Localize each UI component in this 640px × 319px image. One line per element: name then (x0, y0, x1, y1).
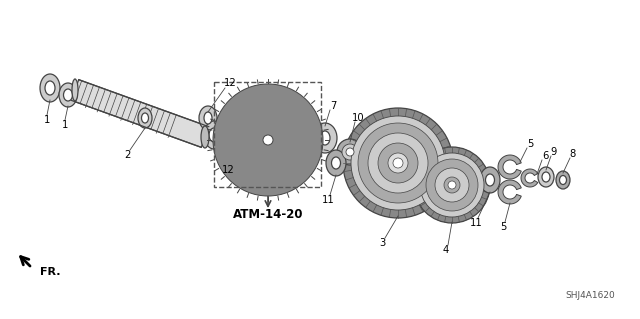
Ellipse shape (313, 123, 337, 153)
Text: 11: 11 (470, 218, 483, 228)
Ellipse shape (426, 159, 478, 211)
Ellipse shape (234, 105, 302, 175)
Polygon shape (71, 80, 209, 147)
Ellipse shape (220, 91, 316, 189)
Ellipse shape (326, 150, 346, 176)
Text: 1: 1 (44, 115, 50, 125)
Ellipse shape (59, 83, 77, 107)
Ellipse shape (199, 106, 217, 130)
Ellipse shape (480, 167, 500, 193)
Ellipse shape (40, 74, 60, 102)
Ellipse shape (346, 148, 354, 156)
Polygon shape (498, 155, 521, 179)
Ellipse shape (201, 126, 209, 148)
Text: SHJ4A1620: SHJ4A1620 (565, 291, 615, 300)
Ellipse shape (63, 89, 72, 101)
Ellipse shape (542, 172, 550, 182)
Ellipse shape (420, 153, 484, 217)
Ellipse shape (343, 108, 453, 218)
Ellipse shape (444, 177, 460, 193)
Text: 3: 3 (379, 238, 385, 248)
Ellipse shape (486, 174, 495, 186)
Text: ATM-14-20: ATM-14-20 (233, 209, 303, 221)
Text: 6: 6 (542, 151, 548, 161)
Text: 10: 10 (352, 113, 364, 123)
Text: 11: 11 (322, 195, 334, 205)
Polygon shape (521, 169, 538, 187)
Ellipse shape (45, 81, 55, 95)
Ellipse shape (248, 119, 288, 161)
Ellipse shape (255, 126, 281, 154)
Ellipse shape (337, 139, 363, 165)
Ellipse shape (241, 112, 295, 168)
Ellipse shape (342, 144, 358, 160)
Ellipse shape (368, 133, 428, 193)
Ellipse shape (227, 98, 309, 182)
Ellipse shape (72, 79, 78, 101)
Ellipse shape (435, 168, 469, 202)
Ellipse shape (414, 147, 490, 223)
Text: 12: 12 (221, 165, 234, 175)
Ellipse shape (351, 116, 445, 210)
Ellipse shape (538, 167, 554, 187)
Text: 7: 7 (330, 101, 336, 111)
Text: FR.: FR. (40, 267, 60, 277)
Text: 9: 9 (551, 147, 557, 157)
Ellipse shape (556, 171, 570, 189)
Ellipse shape (320, 131, 330, 145)
Ellipse shape (448, 181, 456, 189)
Ellipse shape (209, 128, 219, 142)
Ellipse shape (332, 157, 340, 169)
Ellipse shape (388, 153, 408, 173)
Ellipse shape (358, 123, 438, 203)
Text: 5: 5 (500, 222, 506, 232)
Ellipse shape (204, 121, 224, 149)
Text: 5: 5 (527, 139, 533, 149)
Ellipse shape (138, 108, 152, 128)
Ellipse shape (263, 135, 273, 145)
Text: 12: 12 (223, 78, 236, 88)
Text: 2: 2 (124, 150, 130, 160)
Ellipse shape (141, 113, 148, 123)
Text: 8: 8 (570, 149, 576, 159)
Ellipse shape (559, 175, 566, 184)
Ellipse shape (261, 133, 275, 147)
Ellipse shape (393, 158, 403, 168)
Polygon shape (498, 180, 521, 204)
Text: 4: 4 (443, 245, 449, 255)
Text: 1: 1 (62, 120, 68, 130)
Ellipse shape (204, 112, 212, 124)
Ellipse shape (213, 84, 323, 196)
Ellipse shape (378, 143, 418, 183)
